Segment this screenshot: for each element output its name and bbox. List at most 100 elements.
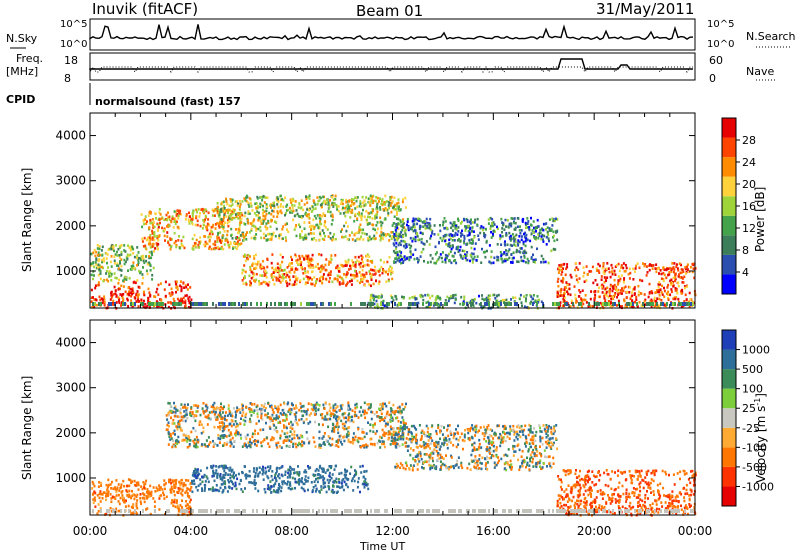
range-time-cell: [492, 293, 495, 297]
range-time-cell: [146, 507, 149, 510]
range-time-cell: [389, 407, 392, 410]
range-time-cell: [400, 224, 403, 228]
range-time-cell: [307, 422, 310, 425]
range-time-cell: [523, 305, 526, 308]
range-time-cell: [279, 412, 282, 415]
range-time-cell: [653, 296, 656, 300]
range-time-cell: [190, 512, 193, 515]
range-time-cell: [192, 426, 195, 430]
range-time-cell: [542, 260, 545, 264]
ground-scatter-cell: [200, 302, 202, 306]
range-time-cell: [107, 483, 110, 487]
ground-scatter-cell: [382, 302, 384, 306]
range-time-cell: [135, 481, 138, 485]
range-time-cell: [450, 226, 453, 230]
range-time-cell: [185, 214, 188, 218]
range-time-cell: [249, 201, 252, 205]
range-time-cell: [588, 270, 591, 273]
range-time-cell: [100, 297, 103, 300]
range-time-cell: [175, 243, 178, 247]
range-time-cell: [447, 252, 450, 256]
ground-scatter-cell: [566, 302, 568, 306]
range-time-cell: [349, 420, 352, 423]
range-time-cell: [355, 402, 358, 406]
range-time-cell: [663, 302, 666, 306]
range-time-cell: [361, 256, 364, 259]
range-time-cell: [354, 196, 357, 199]
range-time-cell: [344, 420, 347, 424]
range-time-cell: [228, 434, 231, 438]
range-time-cell: [669, 279, 672, 283]
range-time-cell: [149, 212, 152, 215]
range-time-cell: [257, 219, 260, 222]
range-time-cell: [288, 282, 291, 286]
range-time-cell: [496, 305, 499, 308]
range-time-cell: [301, 229, 303, 233]
range-time-cell: [308, 225, 311, 228]
range-time-cell: [176, 504, 179, 508]
range-time-cell: [491, 222, 494, 225]
range-time-cell: [492, 221, 495, 224]
range-time-cell: [608, 289, 611, 293]
range-time-cell: [366, 223, 369, 226]
range-time-cell: [291, 437, 294, 441]
range-time-cell: [338, 267, 341, 270]
range-time-cell: [335, 406, 338, 410]
range-time-cell: [255, 214, 258, 217]
range-time-cell: [195, 216, 198, 220]
range-time-cell: [388, 255, 391, 259]
range-time-cell: [606, 276, 609, 279]
range-time-cell: [127, 269, 129, 272]
range-time-cell: [174, 239, 177, 243]
range-time-cell: [145, 222, 148, 225]
ground-scatter-cell: [242, 302, 244, 306]
range-time-cell: [396, 237, 399, 240]
range-time-cell: [108, 275, 111, 278]
range-time-cell: [137, 481, 140, 485]
range-time-cell: [241, 271, 244, 275]
range-time-cell: [127, 495, 130, 499]
range-time-cell: [323, 214, 326, 217]
range-time-cell: [194, 445, 197, 449]
range-time-cell: [131, 304, 134, 308]
range-time-cell: [424, 224, 427, 227]
range-time-cell: [504, 218, 507, 222]
range-time-cell: [238, 242, 241, 246]
range-time-cell: [352, 198, 355, 201]
range-time-cell: [203, 443, 206, 446]
range-time-cell: [329, 444, 332, 447]
range-time-cell: [98, 496, 101, 500]
range-time-cell: [471, 261, 474, 264]
range-time-cell: [180, 415, 183, 419]
range-time-cell: [402, 418, 405, 422]
range-time-cell: [624, 263, 627, 267]
range-time-cell: [362, 238, 365, 241]
range-time-cell: [181, 488, 184, 492]
range-time-cell: [482, 251, 485, 254]
range-time-cell: [148, 291, 151, 294]
range-time-cell: [286, 435, 289, 439]
range-time-cell: [91, 306, 94, 309]
range-time-cell: [350, 419, 353, 422]
range-time-cell: [406, 220, 409, 224]
range-time-cell: [214, 207, 217, 211]
range-time-cell: [510, 222, 513, 225]
range-time-cell: [403, 295, 405, 299]
range-time-cell: [525, 294, 528, 297]
range-time-cell: [341, 202, 344, 206]
range-time-cell: [253, 257, 256, 260]
range-time-cell: [375, 224, 378, 227]
range-time-cell: [635, 264, 638, 268]
range-time-cell: [324, 263, 327, 267]
range-time-cell: [324, 220, 327, 223]
range-time-cell: [516, 260, 519, 263]
range-time-cell: [298, 262, 301, 266]
range-time-cell: [369, 294, 372, 297]
range-time-cell: [110, 255, 113, 258]
range-time-cell: [148, 255, 151, 258]
range-time-cell: [381, 199, 383, 203]
range-time-cell: [685, 270, 688, 274]
range-time-cell: [313, 232, 315, 235]
range-time-cell: [311, 205, 314, 209]
range-time-cell: [340, 200, 343, 203]
